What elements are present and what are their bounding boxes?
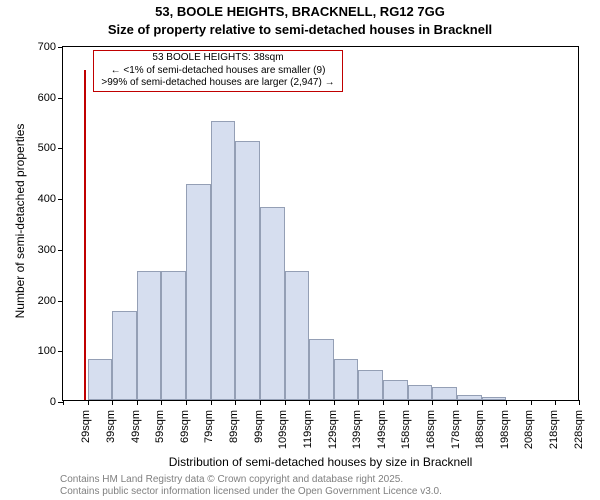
histogram-bar: [457, 395, 482, 400]
x-tick-label: 99sqm: [253, 410, 265, 443]
x-tick-label: 39sqm: [105, 410, 117, 443]
x-tick-mark: [112, 400, 113, 405]
histogram-bar: [161, 271, 186, 400]
x-tick-label: 198sqm: [499, 410, 511, 449]
y-tick-label: 600: [26, 92, 56, 104]
y-tick-mark: [58, 301, 63, 302]
x-tick-label: 188sqm: [474, 410, 486, 449]
x-tick-mark: [63, 400, 64, 405]
x-tick-mark: [531, 400, 532, 405]
y-tick-mark: [58, 199, 63, 200]
x-tick-label: 218sqm: [548, 410, 560, 449]
x-tick-label: 69sqm: [179, 410, 191, 443]
x-tick-mark: [555, 400, 556, 405]
x-tick-mark: [285, 400, 286, 405]
x-tick-label: 158sqm: [400, 410, 412, 449]
chart-page: 53, BOOLE HEIGHTS, BRACKNELL, RG12 7GG S…: [0, 0, 600, 500]
histogram-bar: [432, 387, 457, 400]
footer-line2: Contains public sector information licen…: [60, 486, 442, 497]
histogram-bar: [211, 121, 236, 400]
y-tick-label: 0: [26, 396, 56, 408]
histogram-bar: [186, 184, 211, 400]
x-tick-label: 208sqm: [523, 410, 535, 449]
x-tick-mark: [137, 400, 138, 405]
x-tick-label: 29sqm: [80, 410, 92, 443]
histogram-bar: [112, 311, 137, 400]
y-tick-label: 700: [26, 41, 56, 53]
x-tick-mark: [383, 400, 384, 405]
x-tick-label: 228sqm: [573, 410, 585, 449]
x-tick-label: 139sqm: [351, 410, 363, 449]
histogram-bar: [235, 141, 260, 400]
y-tick-label: 500: [26, 142, 56, 154]
x-axis-label: Distribution of semi-detached houses by …: [62, 455, 579, 469]
histogram-bar: [309, 339, 334, 400]
annotation-line-3: >99% of semi-detached houses are larger …: [96, 77, 340, 90]
chart-title-line2: Size of property relative to semi-detach…: [0, 22, 600, 37]
x-tick-label: 59sqm: [154, 410, 166, 443]
y-tick-label: 200: [26, 295, 56, 307]
x-tick-mark: [579, 400, 580, 405]
histogram-bar: [88, 359, 113, 400]
histogram-bar: [408, 385, 433, 400]
x-tick-mark: [309, 400, 310, 405]
annotation-line-2: ← <1% of semi-detached houses are smalle…: [96, 65, 340, 78]
y-tick-label: 400: [26, 193, 56, 205]
x-tick-label: 79sqm: [203, 410, 215, 443]
y-tick-mark: [58, 47, 63, 48]
annotation-line-1: 53 BOOLE HEIGHTS: 38sqm: [96, 52, 340, 65]
x-tick-mark: [186, 400, 187, 405]
x-tick-mark: [88, 400, 89, 405]
x-tick-mark: [506, 400, 507, 405]
y-tick-mark: [58, 148, 63, 149]
x-tick-mark: [260, 400, 261, 405]
chart-title-line1: 53, BOOLE HEIGHTS, BRACKNELL, RG12 7GG: [0, 4, 600, 19]
footer-line1: Contains HM Land Registry data © Crown c…: [60, 474, 403, 485]
y-tick-mark: [58, 351, 63, 352]
marker-line: [84, 70, 86, 400]
x-tick-label: 129sqm: [327, 410, 339, 449]
histogram-bar: [482, 397, 507, 400]
x-tick-label: 149sqm: [376, 410, 388, 449]
x-tick-mark: [334, 400, 335, 405]
histogram-bar: [334, 359, 359, 400]
x-tick-label: 49sqm: [130, 410, 142, 443]
y-axis-label: Number of semi-detached properties: [13, 111, 27, 331]
x-tick-mark: [457, 400, 458, 405]
plot-area: 010020030040050060070029sqm39sqm49sqm59s…: [62, 46, 579, 401]
y-tick-label: 100: [26, 345, 56, 357]
histogram-bar: [260, 207, 285, 400]
histogram-bar: [358, 370, 383, 400]
x-tick-label: 178sqm: [450, 410, 462, 449]
x-tick-mark: [482, 400, 483, 405]
annotation-box: 53 BOOLE HEIGHTS: 38sqm ← <1% of semi-de…: [93, 50, 343, 92]
x-tick-label: 168sqm: [425, 410, 437, 449]
x-tick-mark: [432, 400, 433, 405]
x-tick-label: 109sqm: [277, 410, 289, 449]
x-tick-mark: [358, 400, 359, 405]
y-tick-mark: [58, 98, 63, 99]
y-tick-label: 300: [26, 244, 56, 256]
histogram-bar: [285, 271, 310, 400]
x-tick-label: 119sqm: [302, 410, 314, 448]
x-tick-label: 89sqm: [228, 410, 240, 443]
histogram-bar: [137, 271, 162, 400]
x-tick-mark: [161, 400, 162, 405]
x-tick-mark: [235, 400, 236, 405]
x-tick-mark: [211, 400, 212, 405]
y-tick-mark: [58, 250, 63, 251]
x-tick-mark: [408, 400, 409, 405]
histogram-bar: [383, 380, 408, 400]
